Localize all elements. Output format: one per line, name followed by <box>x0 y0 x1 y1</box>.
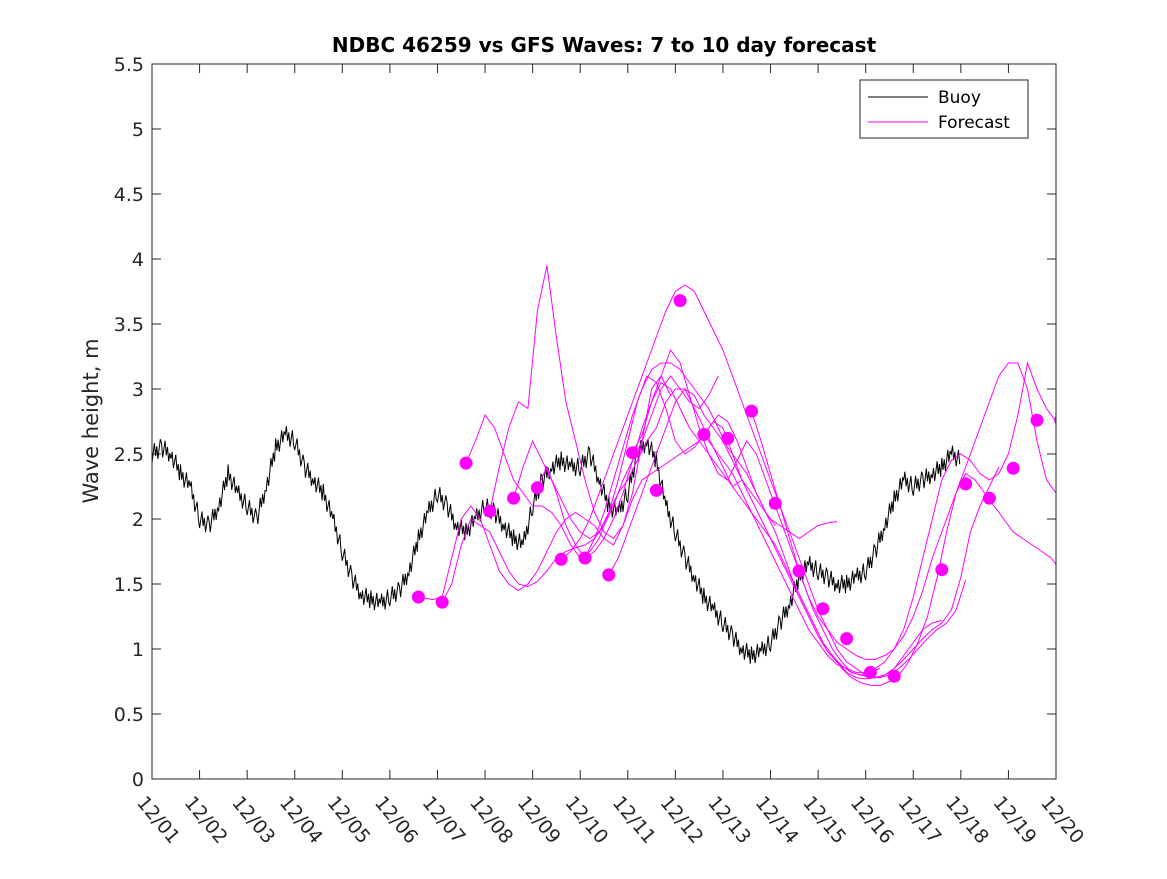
plot-area <box>152 64 1056 779</box>
x-tick-label: 12/07 <box>418 792 470 848</box>
y-tick-label: 5 <box>132 119 144 141</box>
y-tick-label: 2 <box>132 509 144 531</box>
forecast-marker <box>887 669 901 683</box>
x-tick-label: 12/13 <box>703 792 755 848</box>
y-axis-label: Wave height, m <box>79 338 103 503</box>
x-tick-label: 12/10 <box>560 792 612 848</box>
y-tick-label: 2.5 <box>114 444 144 466</box>
plot-frame <box>151 63 1057 780</box>
x-tick-label: 12/16 <box>846 792 898 848</box>
legend: Buoy Forecast <box>859 79 1029 139</box>
forecast-marker <box>959 477 973 491</box>
forecast-line-8 <box>608 388 1000 680</box>
forecast-marker <box>863 665 877 679</box>
forecast-marker <box>697 428 711 441</box>
x-tick-label: 12/11 <box>608 792 660 848</box>
forecast-marker <box>435 595 449 609</box>
x-tick-label: 12/02 <box>180 792 232 848</box>
forecast-line-7 <box>584 362 967 679</box>
y-tick-label: 0.5 <box>114 704 144 726</box>
x-tick-label: 12/17 <box>893 792 945 848</box>
x-tick-label: 12/14 <box>751 792 803 848</box>
forecast-marker <box>507 491 521 505</box>
forecast-line-0 <box>418 375 672 601</box>
forecast-marker <box>935 563 949 577</box>
x-tick-label: 12/06 <box>370 792 422 848</box>
x-tick-label: 12/12 <box>656 792 708 848</box>
forecast-marker <box>1006 461 1020 475</box>
x-tick-label: 12/01 <box>132 792 184 848</box>
legend-forecast-label: Forecast <box>938 113 1010 133</box>
forecast-line-2 <box>465 388 743 559</box>
chart-title: NDBC 46259 vs GFS Waves: 7 to 10 day for… <box>332 33 877 57</box>
y-tick-label: 1 <box>132 639 144 661</box>
forecast-line-10 <box>703 361 1056 673</box>
forecast-marker <box>411 590 425 604</box>
forecast-line-11 <box>751 362 1056 660</box>
y-tick-label: 4.5 <box>114 184 144 206</box>
forecast-marker <box>530 481 544 495</box>
y-tick-label: 3 <box>132 379 144 401</box>
x-tick-label: 12/20 <box>1036 792 1088 848</box>
y-tick-label: 3.5 <box>114 314 144 336</box>
y-tick-label: 5.5 <box>114 54 144 76</box>
forecast-line-1 <box>441 375 719 603</box>
y-tick-label: 4 <box>132 249 144 271</box>
forecast-marker <box>554 552 568 566</box>
buoy-line <box>152 426 961 664</box>
x-tick-label: 12/19 <box>989 792 1041 848</box>
forecast-marker <box>816 602 830 616</box>
forecast-marker <box>626 446 640 460</box>
forecast-marker <box>649 483 663 497</box>
forecast-marker <box>483 504 497 518</box>
forecast-line-3 <box>489 265 776 540</box>
forecast-marker <box>578 551 592 565</box>
forecast-marker <box>673 294 687 308</box>
forecast-marker <box>744 404 758 418</box>
forecast-marker <box>840 632 854 646</box>
y-tick-label: 0 <box>132 769 144 791</box>
x-tick-label: 12/18 <box>941 792 993 848</box>
forecast-marker <box>602 568 616 582</box>
forecast-marker <box>768 496 782 510</box>
forecast-marker <box>792 564 806 578</box>
y-axis: 0 0.5 1 1.5 2 2.5 3 3.5 4 4.5 5 5.5 <box>114 54 1056 791</box>
x-tick-label: 12/15 <box>798 792 850 848</box>
x-tick-label: 12/09 <box>513 792 565 848</box>
forecast-marker <box>721 431 735 445</box>
forecast-marker <box>982 491 996 505</box>
series-layer <box>152 265 1091 686</box>
forecast-marker <box>1078 511 1091 524</box>
x-tick-label: 12/05 <box>322 792 374 848</box>
y-tick-label: 1.5 <box>114 574 144 596</box>
legend-buoy-label: Buoy <box>938 88 981 108</box>
forecast-marker <box>1030 413 1044 427</box>
forecast-marker <box>459 456 473 470</box>
x-tick-label: 12/08 <box>465 792 517 848</box>
legend-box <box>859 79 1029 139</box>
x-tick-label: 12/03 <box>227 792 279 848</box>
x-tick-label: 12/04 <box>275 792 327 848</box>
